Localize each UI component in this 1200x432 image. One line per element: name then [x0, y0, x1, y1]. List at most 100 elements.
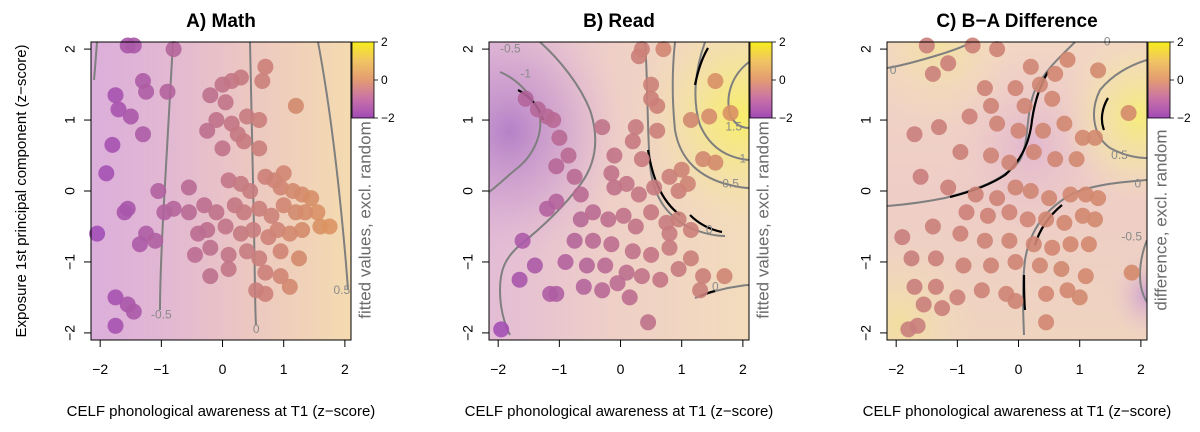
contour-line — [694, 42, 749, 161]
data-point — [232, 225, 249, 242]
colorbar-tick-label: 2 — [779, 35, 786, 49]
panel-math: A) Math -0.5 0 0.5 −2 −1 0 1 2 2 1 0 −1 −2 CELF pho… — [62, 11, 395, 420]
data-point — [147, 232, 164, 249]
data-point — [208, 112, 225, 128]
data-point — [918, 37, 935, 54]
data-point — [150, 183, 167, 199]
data-point — [967, 186, 984, 203]
data-point — [578, 257, 595, 274]
data-point — [551, 129, 568, 146]
significance-boundary — [693, 47, 709, 86]
data-point — [1019, 211, 1036, 228]
data-point — [303, 190, 320, 207]
data-point — [682, 222, 699, 238]
panel-title: A) Math — [186, 11, 256, 32]
data-point — [245, 222, 262, 238]
data-point — [539, 200, 556, 217]
contour-line — [249, 42, 257, 326]
x-tick-label: 2 — [341, 361, 349, 377]
x-tick-label: 0 — [617, 361, 625, 377]
y-axis-label: Exposure 1st principal component (z−scor… — [13, 44, 30, 337]
data-point — [560, 147, 577, 164]
data-point — [1025, 144, 1042, 160]
data-point — [906, 126, 923, 143]
data-point — [257, 58, 274, 75]
data-point — [548, 158, 565, 175]
data-point — [707, 154, 724, 171]
colorbar-tick-label: −2 — [381, 111, 395, 125]
data-point — [1035, 122, 1051, 139]
panel-title: B) Read — [583, 11, 655, 32]
data-point — [202, 239, 219, 256]
colorbar — [749, 41, 773, 119]
data-point — [1071, 289, 1088, 306]
data-point — [643, 246, 660, 263]
data-point — [661, 168, 678, 185]
x-tick-label: 0 — [1015, 361, 1023, 377]
data-point — [618, 175, 635, 192]
data-point — [979, 207, 996, 224]
data-point — [983, 257, 999, 274]
data-point — [572, 211, 589, 228]
data-point — [934, 300, 951, 317]
data-point — [575, 278, 592, 295]
colorbar — [1147, 41, 1171, 119]
x-tick-label: −2 — [490, 361, 506, 377]
data-point — [125, 37, 142, 54]
y-tick-label: 2 — [62, 45, 78, 53]
data-point — [1047, 65, 1064, 82]
x-tick-label: −1 — [949, 361, 965, 377]
data-point — [269, 222, 286, 238]
contour-line — [489, 71, 542, 193]
data-point — [110, 101, 127, 118]
data-point — [190, 225, 207, 242]
data-point — [915, 296, 932, 313]
data-point — [670, 211, 687, 228]
data-point — [989, 41, 1006, 58]
contour-line — [671, 42, 749, 189]
data-point — [624, 133, 641, 150]
data-point — [1062, 236, 1079, 253]
data-point — [716, 268, 733, 285]
data-point — [220, 172, 237, 189]
data-point — [597, 257, 614, 274]
data-point — [621, 289, 638, 306]
data-point — [1007, 254, 1024, 270]
contour-label: 0.5 — [333, 283, 350, 297]
data-point — [606, 147, 623, 164]
data-point — [627, 218, 644, 235]
data-point — [924, 218, 941, 235]
colorbar-tick-label: 2 — [381, 35, 388, 49]
data-point — [1031, 257, 1048, 274]
data-point — [609, 275, 626, 292]
x-tick-label: −1 — [551, 361, 567, 377]
data-point — [107, 289, 124, 306]
data-point — [624, 243, 641, 260]
colorbar — [351, 41, 375, 119]
data-point — [291, 250, 307, 267]
data-point — [214, 140, 231, 157]
data-point — [275, 165, 292, 182]
data-point — [618, 264, 635, 281]
data-point — [1090, 62, 1107, 79]
data-point — [633, 41, 650, 58]
data-point — [196, 197, 213, 214]
contour-label: 0.5 — [722, 177, 739, 191]
data-point — [701, 108, 718, 125]
data-point — [526, 257, 543, 274]
data-point — [906, 278, 923, 295]
significance-boundary — [1100, 97, 1109, 131]
panel-difference: C) B−A Difference 0 0 0.5 0 -0.5 −2 −1 0 1 2 2 1 0 −… — [858, 11, 1191, 420]
y-tick-label: 2 — [858, 45, 874, 53]
data-point — [1053, 261, 1070, 277]
data-point — [297, 204, 314, 221]
y-tick-label: −2 — [858, 325, 874, 341]
data-point — [964, 37, 981, 54]
data-point — [603, 236, 620, 253]
data-point — [98, 165, 115, 182]
data-point — [566, 232, 583, 249]
contour-label: 1.5 — [725, 120, 742, 134]
y-tick-label: 1 — [460, 116, 476, 124]
data-point — [287, 97, 304, 114]
